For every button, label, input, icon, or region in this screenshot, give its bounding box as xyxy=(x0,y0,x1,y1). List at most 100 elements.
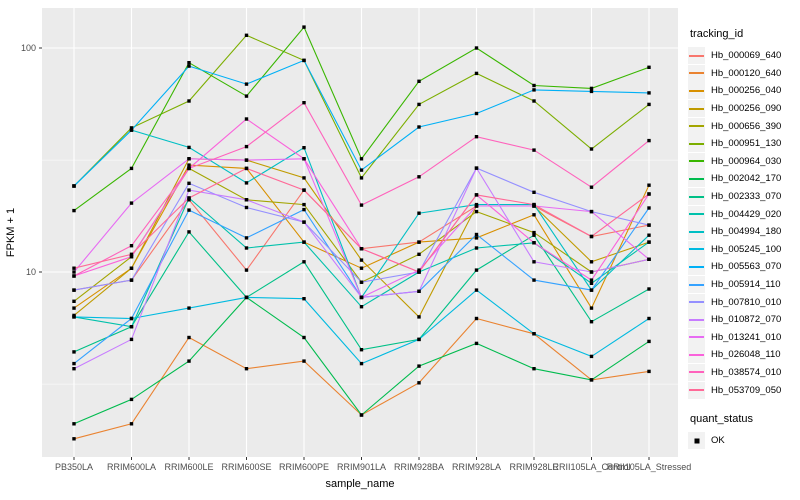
legend-line-icon xyxy=(689,371,704,374)
data-point-Hb_002042_170 xyxy=(302,335,306,340)
legend-label: Hb_002333_070 xyxy=(711,191,782,203)
data-point-Hb_010872_070 xyxy=(474,166,479,170)
legend-key-swatch xyxy=(688,135,705,153)
data-point-Hb_013241_010 xyxy=(417,268,421,272)
legend-key-swatch xyxy=(688,346,705,364)
data-point-Hb_005914_110 xyxy=(302,207,306,212)
legend-line-icon xyxy=(689,301,704,304)
legend-item-Hb_000951_130: Hb_000951_130 xyxy=(688,135,800,153)
data-point-Hb_005245_100 xyxy=(532,332,536,336)
data-point-Hb_000256_090 xyxy=(359,258,364,262)
data-point-Hb_007810_010 xyxy=(129,278,134,282)
data-point-Hb_007810_010 xyxy=(359,280,364,284)
x-tick-label: RRIM600PE xyxy=(279,462,329,472)
data-point-Hb_005914_110 xyxy=(647,206,651,210)
data-point-Hb_038574_010 xyxy=(72,274,76,278)
x-tick-label: RRIM928LA xyxy=(452,462,501,472)
legend-item-Hb_000069_640: Hb_000069_640 xyxy=(688,47,800,65)
data-point-Hb_013241_010 xyxy=(589,209,594,214)
legend-label: Hb_002042_170 xyxy=(711,173,782,185)
data-point-Hb_000951_130 xyxy=(417,102,421,107)
legend-item-Hb_000256_040: Hb_000256_040 xyxy=(688,82,800,100)
data-point-Hb_005914_110 xyxy=(129,316,134,321)
data-point-Hb_000964_030 xyxy=(589,86,594,91)
legend-item-Hb_005563_070: Hb_005563_070 xyxy=(688,258,800,276)
data-point-Hb_000120_640 xyxy=(244,367,249,371)
data-point-Hb_000656_390 xyxy=(72,299,76,303)
legend-item-Hb_000656_390: Hb_000656_390 xyxy=(688,117,800,135)
legend-line-icon xyxy=(689,283,704,286)
data-point-Hb_038574_010 xyxy=(187,166,191,171)
legend-title-quant-status: quant_status xyxy=(690,412,753,425)
legend-panel: tracking_id Hb_000069_640 Hb_000120_640 Hb… xyxy=(688,28,800,450)
legend-line-icon xyxy=(689,89,704,92)
data-point-Hb_002333_070 xyxy=(302,260,306,264)
data-point-Hb_000964_030 xyxy=(187,61,191,65)
data-point-Hb_000256_090 xyxy=(417,315,421,319)
legend-label: Hb_000120_640 xyxy=(711,67,782,79)
data-point-Hb_000256_040 xyxy=(417,240,421,244)
legend-line-icon xyxy=(689,177,704,180)
data-point-Hb_004994_180 xyxy=(187,145,191,150)
legend-label: Hb_005914_110 xyxy=(711,279,781,291)
data-point-Hb_002042_170 xyxy=(417,364,421,368)
x-tick-label: RRIM901LA xyxy=(337,462,386,472)
data-point-Hb_007810_010 xyxy=(532,190,536,194)
data-point-Hb_000951_130 xyxy=(532,99,536,103)
legend-key-swatch xyxy=(688,363,705,381)
data-point-Hb_053709_050 xyxy=(187,196,191,200)
data-point-Hb_000964_030 xyxy=(72,208,76,213)
data-point-Hb_004429_020 xyxy=(474,246,479,250)
data-point-Hb_000069_640 xyxy=(187,198,191,202)
legend-line-icon xyxy=(689,125,704,128)
data-point-Hb_000964_030 xyxy=(474,46,479,50)
data-point-Hb_000120_640 xyxy=(417,381,421,385)
legend-item-Hb_010872_070: Hb_010872_070 xyxy=(688,311,800,329)
data-point-Hb_000951_130 xyxy=(129,126,134,130)
data-point-Hb_005245_100 xyxy=(589,354,594,359)
data-point-Hb_002042_170 xyxy=(72,422,76,426)
legend-key-swatch xyxy=(688,205,705,223)
data-point-Hb_013241_010 xyxy=(244,158,249,162)
data-point-Hb_000656_390 xyxy=(532,230,536,235)
legend-key-swatch xyxy=(688,311,705,329)
legend-line-icon xyxy=(689,107,704,110)
x-axis-title: sample_name xyxy=(325,478,394,490)
data-point-Hb_000964_030 xyxy=(532,83,536,88)
legend-key-swatch xyxy=(688,117,705,135)
data-point-Hb_005563_070 xyxy=(532,88,536,92)
data-point-Hb_005245_100 xyxy=(647,316,651,321)
data-point-Hb_010872_070 xyxy=(417,289,421,293)
data-point-Hb_004429_020 xyxy=(589,281,594,285)
data-point-Hb_053709_050 xyxy=(72,266,76,270)
legend-label: Hb_013241_010 xyxy=(711,331,782,343)
data-point-Hb_000964_030 xyxy=(244,94,249,98)
legend-key-swatch xyxy=(688,258,705,276)
legend-label: Hb_053709_050 xyxy=(711,384,782,396)
data-point-Hb_005914_110 xyxy=(532,278,536,282)
x-tick-label: RRII105LA_Control xyxy=(552,462,630,472)
legend-key-swatch xyxy=(688,64,705,82)
data-point-Hb_053709_050 xyxy=(589,234,594,239)
data-point-Hb_038574_010 xyxy=(129,244,134,248)
data-point-Hb_013241_010 xyxy=(129,201,134,205)
legend-key-swatch xyxy=(688,82,705,100)
data-point-Hb_053709_050 xyxy=(417,270,421,274)
legend-item-quant-status: OK xyxy=(688,432,800,450)
legend-item-Hb_005914_110: Hb_005914_110 xyxy=(688,276,800,294)
data-point-Hb_013241_010 xyxy=(474,204,479,208)
data-point-Hb_000120_640 xyxy=(302,359,306,363)
legend-key-swatch xyxy=(688,276,705,294)
data-point-Hb_013241_010 xyxy=(359,295,364,300)
data-point-Hb_038574_010 xyxy=(417,175,421,179)
data-point-Hb_002042_170 xyxy=(647,339,651,344)
data-point-Hb_005563_070 xyxy=(72,184,76,188)
data-point-Hb_013241_010 xyxy=(72,270,76,274)
data-point-Hb_004429_020 xyxy=(302,240,306,244)
data-point-Hb_004994_180 xyxy=(647,233,651,237)
legend-line-icon xyxy=(689,54,704,57)
legend-label: Hb_010872_070 xyxy=(711,314,782,326)
legend-item-Hb_026048_110: Hb_026048_110 xyxy=(688,346,800,364)
data-point-Hb_005245_100 xyxy=(474,288,479,292)
legend-key-swatch xyxy=(688,240,705,258)
